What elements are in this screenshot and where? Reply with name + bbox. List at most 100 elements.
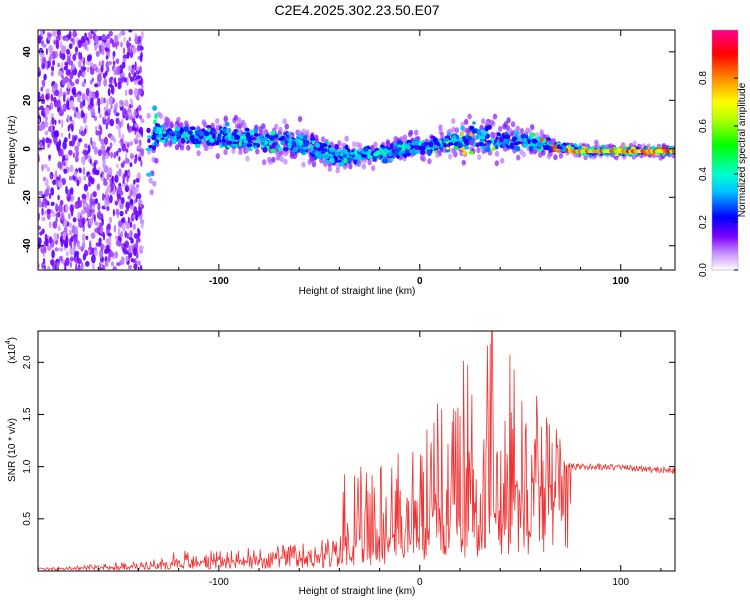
- heatmap-cell: [491, 146, 496, 151]
- colorbar-tick-label: 0.4: [698, 167, 709, 181]
- heatmap-cell: [110, 151, 113, 159]
- heatmap-cell: [121, 61, 126, 69]
- heatmap-cell: [270, 148, 276, 154]
- heatmap-cell: [458, 137, 463, 142]
- heatmap-cell: [77, 114, 82, 120]
- heatmap-cell: [495, 136, 499, 141]
- heatmap-cell: [98, 237, 102, 244]
- heatmap-cell: [159, 130, 163, 134]
- heatmap-cell: [472, 121, 476, 125]
- heatmap-cell: [104, 111, 109, 116]
- heatmap-cell: [383, 148, 388, 153]
- heatmap-cell: [90, 177, 95, 185]
- heatmap-cell: [87, 248, 91, 254]
- heatmap-cell: [118, 168, 122, 177]
- heatmap-cell: [247, 148, 253, 151]
- heatmap-cell: [82, 233, 86, 243]
- heatmap-cell: [68, 43, 73, 50]
- heatmap-cell: [118, 220, 123, 228]
- heatmap-cell: [62, 140, 67, 150]
- heatmap-cell: [54, 119, 57, 126]
- heatmap-cell: [63, 218, 68, 227]
- heatmap-cell: [129, 51, 133, 59]
- heatmap-cell: [271, 142, 278, 147]
- heatmap-cell: [329, 149, 335, 153]
- heatmap-cell: [284, 123, 289, 130]
- heatmap-cell: [104, 199, 107, 209]
- heatmap-cell: [120, 218, 125, 223]
- heatmap-cell: [486, 140, 492, 144]
- heatmap-cell: [113, 151, 117, 159]
- heatmap-cell: [304, 139, 310, 146]
- heatmap-cell: [41, 106, 45, 113]
- heatmap-cell: [82, 60, 85, 67]
- heatmap-cell: [128, 37, 131, 42]
- heatmap-cell: [451, 118, 456, 124]
- heatmap-cell: [353, 158, 358, 165]
- heatmap-cell: [226, 128, 230, 134]
- heatmap-cell: [52, 59, 56, 66]
- heatmap-cell: [82, 166, 86, 176]
- heatmap-cell: [45, 47, 48, 56]
- spectrogram-ylabel: Frequency (Hz): [7, 116, 18, 185]
- heatmap-cell: [72, 53, 77, 61]
- heatmap-cell: [114, 34, 119, 43]
- heatmap-cell: [315, 142, 321, 149]
- heatmap-cell: [57, 106, 61, 113]
- heatmap-cell: [394, 150, 400, 156]
- heatmap-cell: [182, 133, 187, 138]
- heatmap-cell: [222, 141, 226, 147]
- heatmap-cell: [345, 144, 349, 150]
- snr-ylabel: SNR (10 * v/v): [7, 418, 18, 482]
- heatmap-cell: [120, 30, 126, 36]
- heatmap-cell: [127, 65, 132, 72]
- y-tick-label: -40: [22, 238, 33, 253]
- heatmap-cell: [77, 141, 81, 147]
- heatmap-cell: [40, 86, 44, 92]
- heatmap-cell: [106, 66, 110, 73]
- heatmap-cell: [121, 133, 125, 141]
- heatmap-cell: [299, 135, 304, 140]
- heatmap-cell: [136, 96, 140, 101]
- heatmap-cell: [53, 83, 58, 90]
- heatmap-cell: [44, 178, 49, 187]
- heatmap-cell: [106, 205, 110, 212]
- heatmap-cell: [107, 254, 111, 263]
- heatmap-cell: [114, 251, 119, 259]
- heatmap-cell: [69, 164, 74, 173]
- heatmap-cell: [104, 260, 109, 267]
- heatmap-cell: [428, 141, 434, 147]
- snr-scale-prefix: (x10: [7, 344, 18, 364]
- heatmap-cell: [134, 36, 139, 45]
- heatmap-cell: [89, 209, 92, 218]
- heatmap-cell: [55, 216, 58, 223]
- heatmap-cell: [199, 130, 203, 137]
- heatmap-cell: [136, 44, 141, 51]
- heatmap-cell: [478, 142, 484, 147]
- heatmap-cell: [439, 131, 445, 138]
- heatmap-cell: [203, 130, 210, 137]
- heatmap-cell: [68, 60, 74, 66]
- heatmap-cell: [91, 254, 96, 264]
- heatmap-cell: [103, 78, 108, 87]
- heatmap-cell: [78, 168, 82, 174]
- heatmap-cell: [463, 146, 470, 150]
- heatmap-cell: [63, 168, 68, 174]
- heatmap-cell: [38, 225, 41, 231]
- heatmap-cell: [51, 30, 57, 37]
- heatmap-cell: [68, 222, 73, 228]
- heatmap-cell: [53, 232, 58, 242]
- heatmap-cell: [373, 157, 377, 162]
- heatmap-cell: [138, 156, 142, 162]
- heatmap-cell: [311, 150, 316, 154]
- heatmap-cell: [54, 89, 60, 97]
- heatmap-cell: [44, 130, 49, 136]
- heatmap-cell: [406, 144, 411, 150]
- heatmap-cell: [122, 222, 125, 231]
- heatmap-cell: [480, 145, 485, 150]
- heatmap-cell: [65, 185, 68, 195]
- heatmap-cell: [105, 188, 109, 198]
- colorbar: 0.0 0.2 0.4 0.6 0.8 Normalized spectral ampl…: [698, 29, 748, 277]
- heatmap-cell: [75, 106, 79, 112]
